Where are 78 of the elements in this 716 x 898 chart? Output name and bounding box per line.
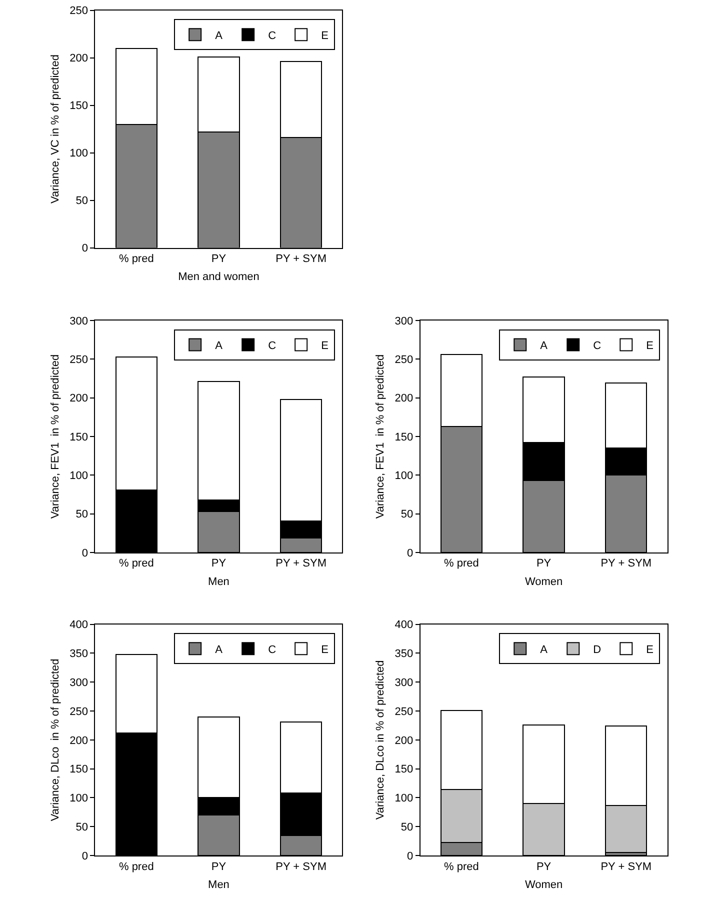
y-tick-label: 300 [394,315,414,328]
y-tick-label: 0 [82,850,88,862]
x-axis-title: Men [208,576,230,588]
y-tick-label: 300 [394,676,414,689]
y-axis-title: Variance, FEV1 in % of predicted [49,354,62,519]
y-tick-label: 200 [70,734,88,747]
y-tick-label: 100 [70,148,88,160]
y-tick-label: 200 [70,392,88,405]
y-tick-label: 250 [394,706,414,718]
y-tick-label: 400 [394,619,414,632]
x-tick-label: PY + SYM [600,860,652,873]
y-tick-label: 50 [400,822,414,834]
y-tick-label: 200 [70,52,88,65]
legend-label: A [215,30,224,42]
x-tick-label: PY + SYM [276,558,327,570]
x-tick-label: PY + SYM [600,558,652,570]
y-tick-label: 400 [70,619,88,632]
x-axis-title: Men and women [178,271,260,284]
x-tick-label: PY + SYM [276,860,327,873]
legend-label: A [540,644,548,656]
y-tick-label: 50 [400,508,414,521]
legend-label: E [646,340,654,352]
legend-label: C [593,340,602,352]
y-tick-label: 0 [406,850,414,862]
x-axis-title: Men [208,878,230,891]
y-axis-title: Variance, FEV1 in % of predicted [374,354,386,519]
y-tick-label: 300 [70,676,88,689]
x-tick-label: PY [211,252,227,265]
y-tick-label: 250 [394,354,414,366]
y-tick-label: 250 [70,354,88,366]
x-tick-label: PY + SYM [276,252,327,265]
y-tick-label: 50 [76,508,88,521]
y-tick-label: 250 [70,706,88,718]
x-tick-label: % pred [118,860,154,873]
y-tick-label: 150 [70,431,88,444]
y-tick-label: 200 [394,392,414,405]
y-tick-label: 50 [76,822,88,834]
x-tick-label: PY [211,558,227,570]
x-tick-label: PY [536,558,552,570]
legend-label: E [321,644,328,656]
y-tick-label: 0 [406,547,414,560]
x-tick-label: % pred [118,558,154,570]
y-tick-label: 300 [70,315,88,328]
legend-label: A [540,340,548,352]
x-tick-label: PY [536,860,552,873]
legend-label: A [215,644,224,656]
y-axis-title: Variance, VC in % of predicted [49,54,62,204]
y-axis-title: Variance, DLco in % of predicted [374,660,386,820]
legend-label: A [215,340,224,352]
x-axis-title: Women [524,878,563,891]
legend-label: C [268,340,276,352]
x-tick-label: % pred [444,558,479,570]
y-tick-label: 150 [70,764,88,776]
y-tick-label: 100 [394,470,414,482]
y-tick-label: 100 [70,792,88,805]
y-tick-label: 100 [70,470,88,482]
legend-label: E [321,30,328,42]
legend-label: E [321,340,328,352]
y-tick-label: 250 [70,5,88,18]
legend-label: C [268,30,276,42]
y-tick-label: 100 [394,792,414,805]
y-tick-label: 200 [394,734,414,747]
y-tick-label: 0 [82,242,88,255]
legend-label: D [593,644,602,656]
legend-label: E [646,644,654,656]
y-tick-label: 150 [394,764,414,776]
y-tick-label: 350 [70,648,88,660]
y-tick-label: 150 [394,431,414,444]
x-tick-label: % pred [118,252,154,265]
y-tick-label: 150 [70,100,88,112]
x-tick-label: % pred [444,860,479,873]
y-tick-label: 0 [82,547,88,560]
x-tick-label: PY [211,860,227,873]
y-tick-label: 50 [76,195,88,208]
legend-label: C [268,644,276,656]
y-axis-title: Variance, DLco in % of predicted [49,658,62,822]
y-tick-label: 350 [394,648,414,660]
x-axis-title: Women [524,576,563,588]
